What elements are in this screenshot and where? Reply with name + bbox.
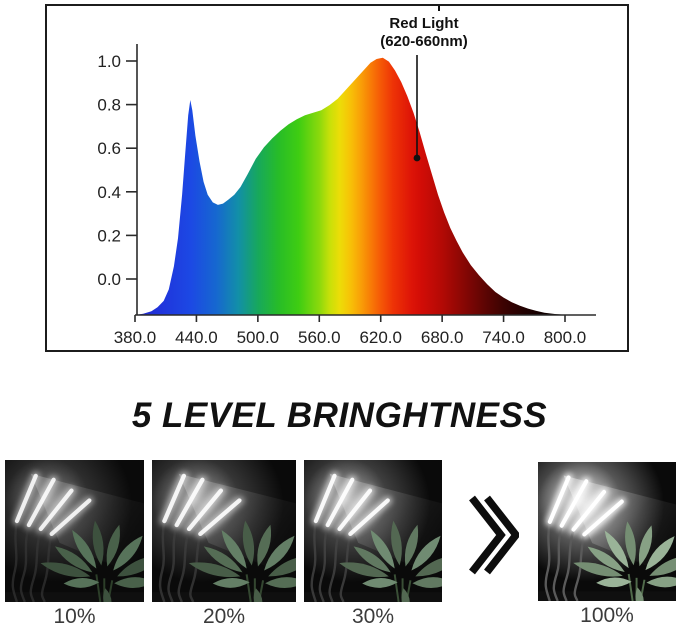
spectrum-chart: 0.0 0.2 0.4 0.6 0.8 1.0 380.0 440.0 500.0 560.0 62… [97,6,596,347]
x-tick-label: 680.0 [421,328,464,347]
grow-light-photo-scene [5,460,144,602]
x-tick-label: 620.0 [359,328,402,347]
y-tick-label: 0.4 [97,183,121,202]
brightness-label: 10% [53,605,96,628]
x-tick-label: 560.0 [298,328,341,347]
y-tick-label: 1.0 [97,52,121,71]
brightness-label: 100% [580,604,634,627]
y-tick-label: 0.8 [97,96,121,115]
x-tick-label: 440.0 [175,328,218,347]
plant-silhouette [188,520,296,602]
brightness-photo-30 [304,460,442,602]
spectrum-area [135,57,565,315]
x-tick-label: 740.0 [482,328,525,347]
grow-light-photo-scene [152,460,296,602]
spectrum-chart-frame: 0.0 0.2 0.4 0.6 0.8 1.0 380.0 440.0 500.0 560.0 62… [45,4,629,352]
x-tick-label: 500.0 [237,328,280,347]
grow-light-photo-scene [304,460,442,602]
plant-silhouette [573,521,676,601]
brightness-label: 30% [351,605,395,628]
brightness-label: 20% [202,605,246,628]
y-tick-label: 0.0 [97,270,121,289]
brightness-section-title: 5 LEVEL BRINGHTNESS [131,396,548,435]
brightness-photo-20 [152,460,296,602]
plant-silhouette [40,520,144,602]
double-chevron-right-icon [469,494,521,576]
annotation-line1: Red Light [389,15,458,32]
plant-silhouette [339,520,442,602]
x-tick-label: 800.0 [544,328,587,347]
y-tick-label: 0.2 [97,226,121,245]
y-tick-label: 0.6 [97,139,121,158]
annotation-line2: (620-660nm) [380,33,468,50]
annotation-marker-dot [413,154,421,162]
brightness-photo-10 [5,460,144,602]
x-tick-label: 380.0 [114,328,157,347]
brightness-photo-100 [538,462,676,601]
grow-light-photo-scene [538,462,676,601]
